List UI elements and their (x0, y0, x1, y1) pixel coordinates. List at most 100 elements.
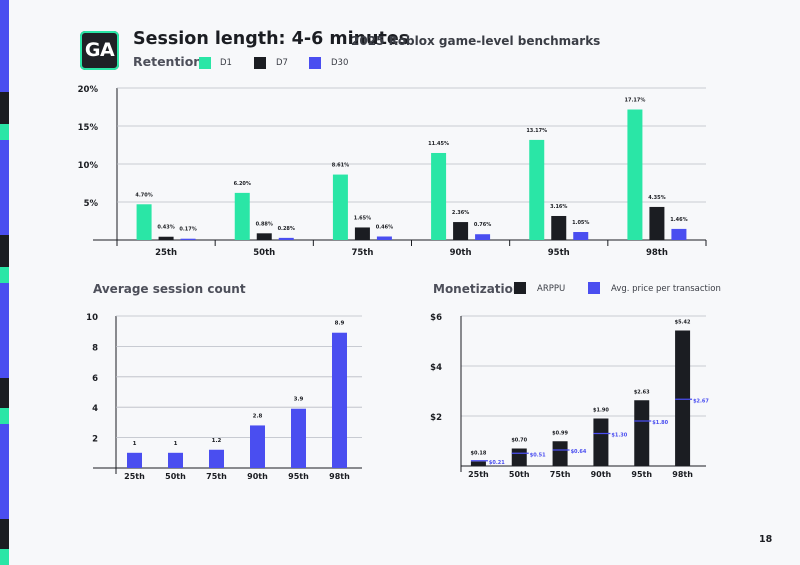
monetization-x-tick-label: 50th (509, 470, 530, 479)
retention-bar-d1 (627, 109, 643, 241)
retention-bar-d30 (180, 238, 196, 240)
monetization-bar-arppu (634, 400, 650, 466)
sessions-bar-label: 1 (174, 441, 178, 447)
legend-swatch-d7 (254, 57, 266, 69)
retention-bar-d7 (256, 233, 272, 240)
retention-bar-label-d7: 1.65% (354, 215, 371, 221)
sidebar-segment (0, 519, 9, 549)
sessions-bar-label: 1.2 (212, 438, 222, 444)
sessions-x-tick-label: 90th (247, 472, 268, 481)
monetization-bar-label-arppu: $5.42 (675, 320, 691, 326)
sessions-y-tick-label: 10 (86, 313, 98, 323)
retention-y-tick-label: 20% (78, 85, 99, 95)
monetization-x-tick-label: 90th (591, 470, 612, 479)
retention-bar-d30 (376, 236, 392, 240)
retention-bar-d30 (573, 232, 589, 240)
retention-y-tick-label: 10% (78, 161, 99, 171)
retention-bar-label-d30: 1.46% (670, 217, 687, 223)
retention-bar-d1 (136, 204, 152, 240)
retention-bar-label-d7: 2.36% (452, 210, 469, 216)
session-count-chart-title: Average session count (93, 282, 246, 296)
sessions-bar-label: 8.9 (335, 321, 345, 327)
sessions-y-tick-label: 6 (92, 374, 98, 384)
retention-bar-label-d1: 11.45% (428, 141, 449, 147)
retention-x-tick-label: 95th (548, 248, 570, 258)
retention-bar-label-d7: 3.16% (550, 204, 567, 210)
sidebar-segment (0, 140, 9, 235)
monetization-bar-arppu (470, 461, 486, 466)
retention-bar-label-d1: 17.17% (625, 98, 646, 104)
retention-x-tick-label: 98th (646, 248, 668, 258)
retention-x-tick-label: 75th (351, 248, 373, 258)
sessions-bar (168, 452, 183, 468)
sessions-x-tick-label: 98th (329, 472, 350, 481)
retention-x-tick-label: 25th (155, 248, 177, 258)
monetization-y-tick-label: $6 (430, 313, 442, 323)
sidebar-segment (0, 283, 9, 378)
sessions-x-tick-label: 75th (206, 472, 227, 481)
retention-bar-d1 (431, 152, 447, 240)
monetization-bar-label-arppu: $1.90 (593, 408, 609, 414)
monetization-bar-label-arppu: $0.99 (552, 430, 568, 436)
retention-bar-d1 (234, 192, 250, 240)
monetization-y-tick-label: $2 (430, 413, 442, 423)
sidebar-segment (0, 408, 9, 424)
sidebar-segment (0, 267, 9, 283)
ga-logo: GA (80, 31, 119, 70)
sidebar-segment (0, 235, 9, 267)
monetization-chart-title: Monetization (433, 282, 522, 296)
retention-x-tick-label: 50th (253, 248, 275, 258)
sessions-y-tick-label: 8 (92, 343, 98, 353)
monetization-x-tick-label: 98th (672, 470, 693, 479)
sessions-x-tick-label: 50th (165, 472, 186, 481)
sidebar-segment (0, 0, 9, 92)
retention-y-tick-label: 15% (78, 123, 99, 133)
monetization-bar-label-arppu: $2.63 (634, 389, 650, 395)
page-title: Session length: 4-6 minutes (133, 29, 410, 49)
retention-bar-label-d7: 4.35% (648, 195, 665, 201)
retention-chart-title: Retention (133, 54, 203, 69)
sessions-y-tick-label: 4 (92, 404, 98, 414)
legend-swatch-d1 (199, 57, 211, 69)
sidebar-segment (0, 124, 9, 140)
legend-label-d1: D1 (220, 58, 232, 68)
retention-bar-d7 (158, 236, 174, 240)
sessions-bar-label: 1 (133, 441, 137, 447)
legend-label-avg-price: Avg. price per transaction (611, 284, 721, 294)
retention-bar-label-d30: 0.17% (179, 227, 196, 233)
retention-bar-label-d7: 0.43% (157, 225, 174, 231)
retention-bar-label-d30: 0.76% (474, 222, 491, 228)
monetization-x-tick-label: 95th (631, 470, 652, 479)
retention-bar-d30 (278, 237, 294, 240)
retention-y-tick-label: 5% (84, 199, 99, 209)
retention-bar-label-d7: 0.88% (256, 221, 273, 227)
monetization-marker-label-avg-price: $0.64 (571, 449, 587, 455)
sidebar-segment (0, 549, 9, 565)
legend-swatch-avg-price (588, 282, 600, 294)
legend-label-arppu: ARPPU (537, 284, 566, 294)
monetization-bar-arppu (593, 418, 609, 466)
page-number: 18 (759, 534, 773, 545)
monetization-bar-arppu (511, 448, 527, 466)
monetization-bar-arppu (675, 330, 691, 466)
sessions-bar-label: 2.8 (253, 413, 263, 419)
monetization-marker-label-avg-price: $1.80 (652, 420, 668, 426)
monetization-marker-label-avg-price: $0.21 (489, 460, 505, 466)
retention-bar-d1 (332, 174, 348, 240)
legend-label-d7: D7 (276, 58, 288, 68)
legend-swatch-d30 (309, 57, 321, 69)
retention-bar-label-d1: 8.61% (332, 163, 349, 169)
retention-bar-d1 (529, 139, 545, 240)
retention-bar-d30 (475, 234, 491, 240)
monetization-marker-label-avg-price: $1.30 (611, 433, 627, 439)
page-subtitle: 2025 Roblox game-level benchmarks (351, 34, 601, 48)
retention-bar-d7 (453, 222, 469, 240)
sessions-bar (332, 332, 347, 468)
legend-label-d30: D30 (331, 58, 349, 68)
sidebar-accent (0, 0, 9, 565)
retention-bar-label-d1: 6.20% (234, 181, 251, 187)
sessions-y-tick-label: 2 (92, 435, 98, 445)
retention-bar-d7 (551, 215, 567, 240)
monetization-bar-label-arppu: $0.70 (511, 438, 527, 444)
